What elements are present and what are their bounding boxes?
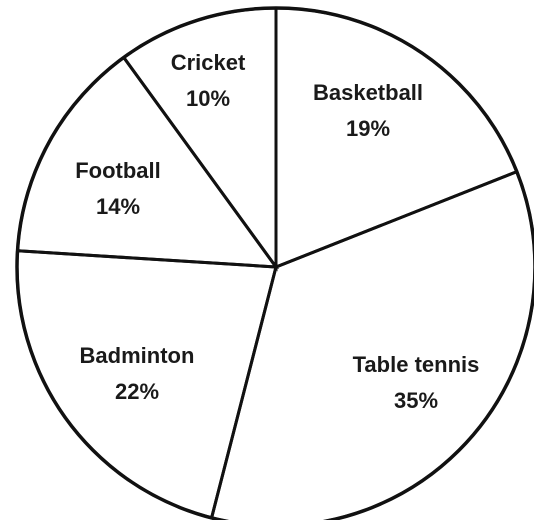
slice-label-table-tennis: Table tennis (353, 352, 480, 377)
slice-value-badminton: 22% (115, 379, 159, 404)
slice-labels: Basketball 19% Table tennis 35% Badminton 22%… (75, 50, 479, 413)
slice-label-cricket: Cricket (171, 50, 246, 75)
slice-value-table-tennis: 35% (394, 388, 438, 413)
pie-slice-badminton (15, 249, 278, 520)
slice-value-basketball: 19% (346, 116, 390, 141)
pie-slice-table-tennis (209, 169, 534, 520)
slice-label-football: Football (75, 158, 161, 183)
pie-slice-cricket (121, 6, 278, 272)
slice-label-badminton: Badminton (80, 343, 195, 368)
slice-value-cricket: 10% (186, 86, 230, 111)
slice-label-basketball: Basketball (313, 80, 423, 105)
slice-value-football: 14% (96, 194, 140, 219)
slice-boundaries (15, 6, 534, 520)
pie-slice-basketball (274, 6, 519, 270)
pie-slice-football (15, 55, 280, 269)
